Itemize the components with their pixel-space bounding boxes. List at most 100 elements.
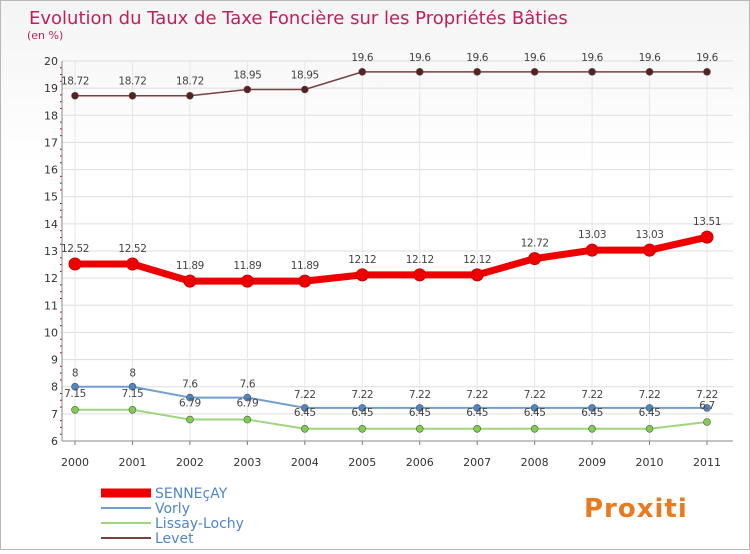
x-tick-label: 2007 <box>463 456 491 469</box>
data-point <box>128 91 137 100</box>
data-label: 19.6 <box>524 52 546 64</box>
x-tick-label: 2005 <box>348 456 376 469</box>
series-line-vorly <box>74 385 708 409</box>
data-point <box>473 424 481 433</box>
data-label: 12.12 <box>406 254 434 266</box>
data-point <box>240 274 254 288</box>
x-tick-label: 2003 <box>233 456 261 469</box>
data-point <box>186 415 194 424</box>
series-lines <box>68 68 714 433</box>
data-point <box>645 424 654 433</box>
y-tick-label: 12 <box>44 272 58 285</box>
data-point <box>301 424 309 433</box>
data-label: 19.6 <box>581 52 603 64</box>
y-tick-label: 13 <box>44 245 58 258</box>
data-label: 18.72 <box>176 76 204 88</box>
axes <box>60 61 733 445</box>
data-point <box>643 243 657 257</box>
data-label: 11.89 <box>176 260 204 272</box>
data-point <box>530 68 539 76</box>
data-point <box>298 274 312 288</box>
series-line-levet <box>74 71 708 97</box>
data-point <box>473 68 481 76</box>
data-point <box>71 382 79 391</box>
y-tick-label: 20 <box>44 55 58 68</box>
data-label: 7.15 <box>64 388 86 400</box>
x-tick-label: 2011 <box>693 456 721 469</box>
legend-label: Levet <box>155 531 194 547</box>
data-point <box>585 243 599 257</box>
data-label: 12.52 <box>118 243 146 255</box>
data-label: 6.45 <box>294 407 316 419</box>
y-tick-label: 14 <box>44 218 58 231</box>
data-point <box>588 68 596 76</box>
data-labels: 12.52 12.52 11.89 11.89 11.89 12.12 12.12 12.12… <box>61 52 721 419</box>
data-label: 6.79 <box>179 398 201 410</box>
data-label: 6.45 <box>351 407 373 419</box>
data-point <box>700 230 714 244</box>
series-line-senne-ay <box>71 233 711 285</box>
data-label: 11.89 <box>233 260 261 272</box>
data-label: 7.22 <box>294 389 316 401</box>
data-label: 19.6 <box>696 52 718 64</box>
data-label: 6.79 <box>236 398 258 410</box>
y-tick-label: 16 <box>44 164 58 177</box>
y-tick-label: 11 <box>44 299 58 312</box>
data-label: 18.95 <box>233 70 261 82</box>
data-label: 8 <box>72 368 78 380</box>
data-point <box>183 274 197 288</box>
data-point <box>301 85 309 94</box>
data-label: 7.22 <box>639 389 661 401</box>
y-tick-label: 10 <box>44 326 58 339</box>
x-tick-label: 2000 <box>61 456 89 469</box>
data-label: 8 <box>129 368 135 380</box>
data-point <box>703 404 711 412</box>
data-label: 19.6 <box>466 52 488 64</box>
x-tick-label: 2009 <box>578 456 606 469</box>
data-point <box>413 268 427 282</box>
proxiti-logo: Proxiti <box>584 494 688 524</box>
data-label: 6.45 <box>466 407 488 419</box>
data-label: 12.12 <box>348 254 376 266</box>
data-point <box>528 252 542 266</box>
series-line-lissay-lochy <box>74 408 708 430</box>
data-point <box>358 68 367 76</box>
data-point <box>415 68 424 76</box>
data-label: 6.45 <box>581 407 603 419</box>
data-label: 6.45 <box>639 407 661 419</box>
data-label: 7.6 <box>240 379 256 391</box>
data-label: 19.6 <box>351 52 373 64</box>
chart-title: Evolution du Taux de Taxe Foncière sur l… <box>29 8 568 29</box>
data-point <box>186 393 194 402</box>
logo-text: Proxiti <box>584 494 688 524</box>
data-point <box>703 68 711 76</box>
y-tick-label: 15 <box>44 191 58 204</box>
y-tick-label: 7 <box>51 408 58 421</box>
legend-label: SENNEçAY <box>155 486 228 502</box>
x-tick-label: 2002 <box>176 456 204 469</box>
y-tick-label: 8 <box>51 381 58 394</box>
data-point <box>645 404 654 412</box>
data-point <box>588 404 596 412</box>
x-tick-label: 2001 <box>118 456 146 469</box>
data-label: 12.52 <box>61 243 89 255</box>
x-tick-label: 2006 <box>406 456 434 469</box>
data-label: 18.95 <box>291 70 319 82</box>
data-point <box>186 91 194 100</box>
data-label: 7.22 <box>524 389 546 401</box>
data-label: 7.22 <box>466 389 488 401</box>
data-label: 13.03 <box>636 229 664 241</box>
data-point <box>243 393 252 402</box>
data-label: 6.7 <box>699 400 715 412</box>
data-point <box>358 424 367 433</box>
y-tick-label: 18 <box>44 109 58 122</box>
data-point <box>530 404 539 412</box>
y-tick-label: 17 <box>44 136 58 149</box>
data-label: 19.6 <box>639 52 661 64</box>
data-point <box>128 405 137 414</box>
data-point <box>530 424 539 433</box>
chart-subtitle: (en %) <box>27 29 63 42</box>
data-point <box>243 415 252 424</box>
